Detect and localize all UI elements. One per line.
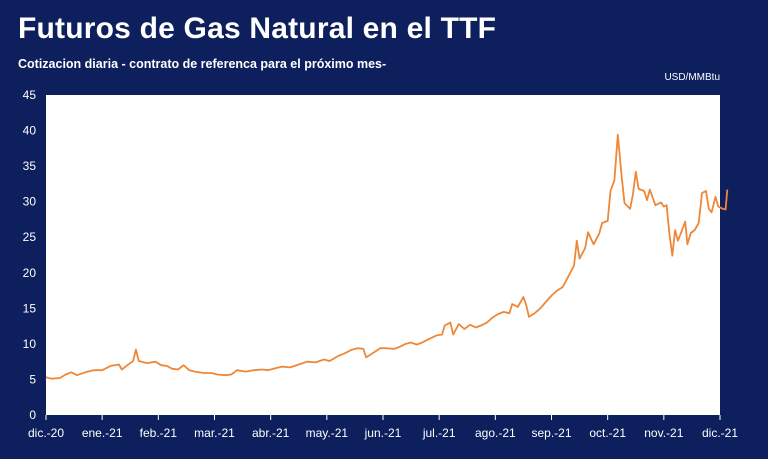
x-tick-label: ago.-21 [475, 426, 516, 440]
x-tick-label: may.-21 [306, 426, 349, 440]
y-tick-label: 10 [23, 337, 37, 351]
y-axis: 0 5 10 15 20 25 30 35 40 45 [23, 88, 37, 422]
x-tick-label: dic.-20 [28, 426, 64, 440]
x-tick-label: jun.-21 [364, 426, 402, 440]
x-axis: dic.-20 ene.-21 feb.-21 mar.-21 abr.-21 may.-… [28, 415, 738, 440]
y-tick-label: 25 [23, 230, 37, 244]
x-tick-label: mar.-21 [194, 426, 235, 440]
x-tick-label: oct.-21 [589, 426, 626, 440]
y-axis-unit-label: USD/MMBtu [664, 72, 720, 83]
x-tick-label: abr.-21 [252, 426, 290, 440]
y-tick-label: 0 [29, 408, 36, 422]
x-tick-label: feb.-21 [140, 426, 178, 440]
series-line-ttf [45, 133, 729, 380]
y-tick-label: 30 [23, 195, 37, 209]
y-tick-label: 45 [23, 88, 37, 102]
chart-title: Futuros de Gas Natural en el TTF [18, 12, 497, 45]
chart-subtitle: Cotizacion diaria - contrato de referenc… [18, 57, 387, 71]
x-tick-label: sep.-21 [531, 426, 571, 440]
plot-area [46, 95, 720, 415]
x-tick-label: nov.-21 [644, 426, 683, 440]
y-tick-label: 40 [23, 124, 37, 138]
x-tick-label: jul.-21 [422, 426, 456, 440]
x-tick-label: dic.-21 [702, 426, 738, 440]
y-tick-label: 15 [23, 301, 37, 315]
x-tick-label: ene.-21 [82, 426, 123, 440]
y-tick-label: 35 [23, 159, 37, 173]
y-tick-label: 5 [29, 372, 36, 386]
y-tick-label: 20 [23, 266, 37, 280]
